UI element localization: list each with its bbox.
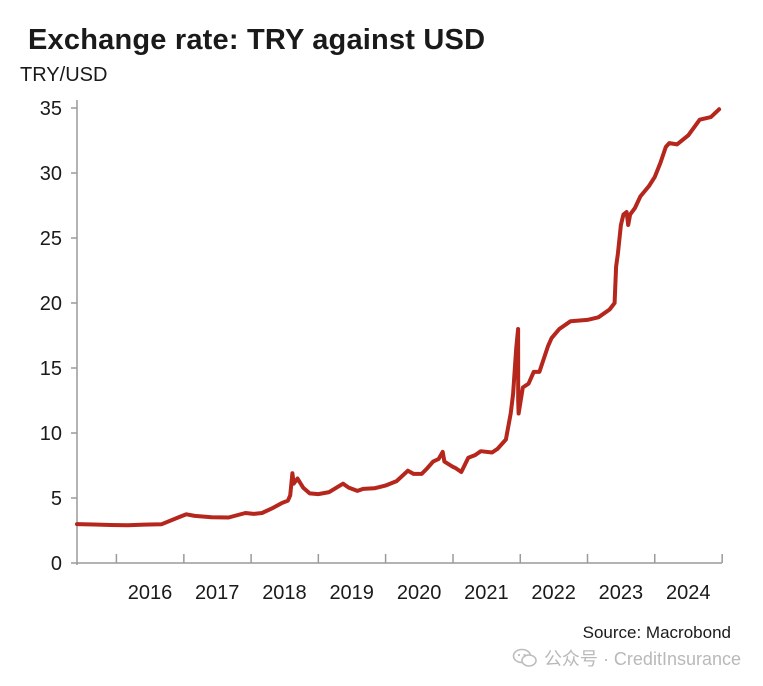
wechat-icon	[512, 648, 537, 667]
y-tick-label: 5	[51, 488, 62, 510]
y-axis-unit-label: TRY/USD	[20, 64, 108, 86]
axes	[76, 100, 722, 565]
x-tick-label: 2024	[666, 582, 711, 604]
x-tick-label: 2016	[128, 582, 173, 604]
y-tick-label: 30	[40, 163, 62, 185]
y-tick-label: 35	[40, 98, 62, 120]
x-tick-label: 2019	[329, 582, 374, 604]
y-tick-label: 10	[40, 423, 62, 445]
source-note: Source: Macrobond	[582, 623, 731, 642]
y-tick-label: 15	[40, 358, 62, 380]
y-tick-label: 25	[40, 228, 62, 250]
x-axis-ticks: 2016 2017 2018 2019 2020 2021 2022 2023 2024	[115, 554, 723, 604]
x-tick-label: 2017	[195, 582, 240, 604]
y-tick-label: 20	[40, 293, 62, 315]
y-axis-ticks: 0 5 10 15 20 25 30 35	[40, 98, 77, 575]
series-line-0	[75, 107, 722, 528]
x-tick-label: 2023	[599, 582, 644, 604]
x-tick-label: 2022	[531, 582, 576, 604]
watermark: 公众号 · CreditInsurance	[512, 645, 741, 671]
x-tick-label: 2018	[262, 582, 307, 604]
series-group	[75, 107, 722, 528]
watermark-text: 公众号 · CreditInsurance	[543, 649, 741, 669]
x-tick-label: 2021	[464, 582, 509, 604]
x-tick-label: 2020	[397, 582, 442, 604]
chart-title: Exchange rate: TRY against USD	[28, 24, 486, 56]
y-tick-label: 0	[51, 553, 62, 575]
